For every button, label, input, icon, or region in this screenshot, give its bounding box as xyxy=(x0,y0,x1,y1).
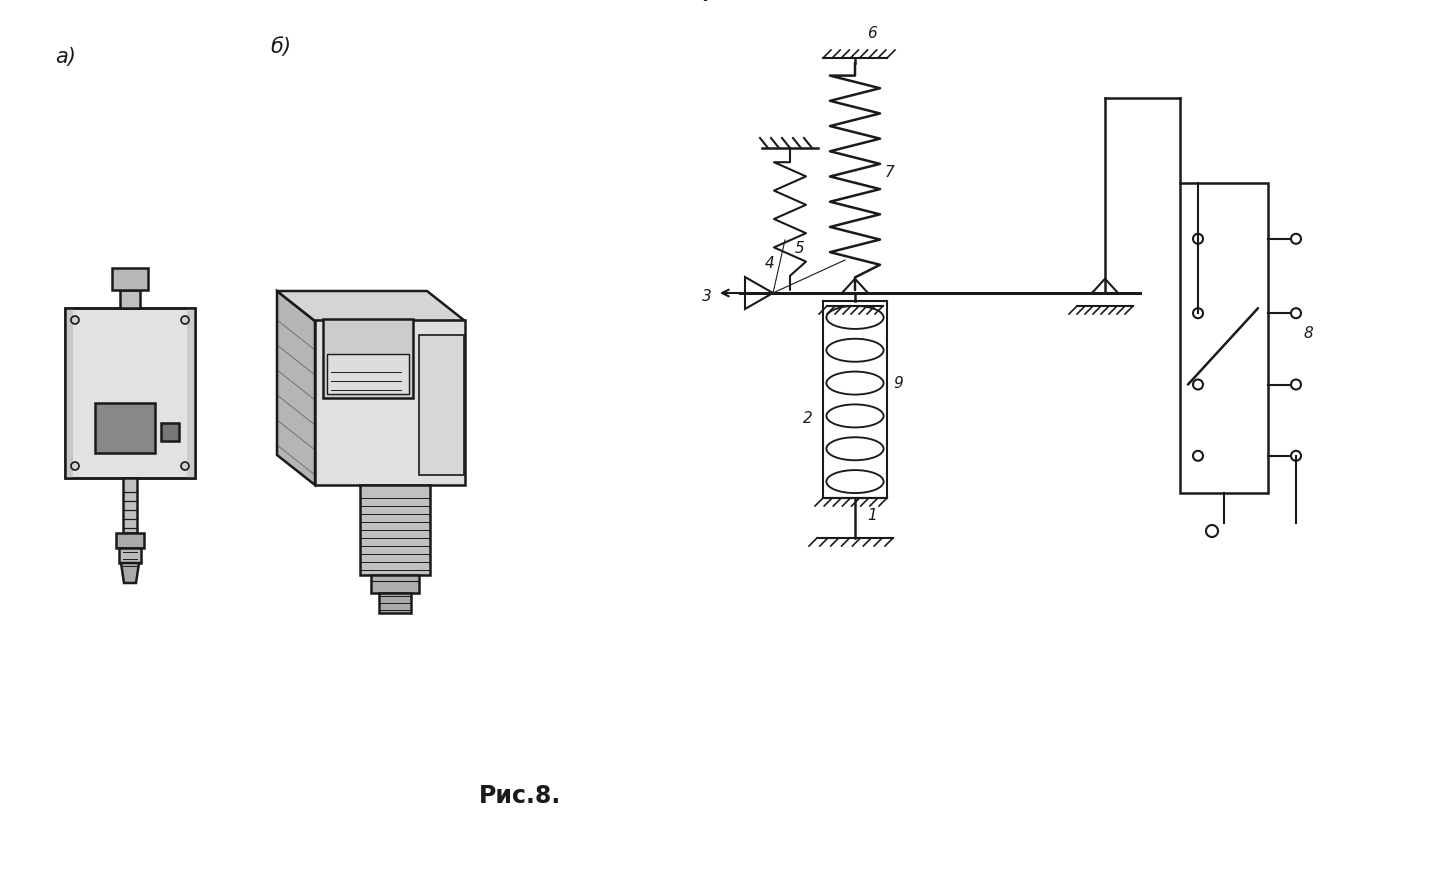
Bar xyxy=(323,319,413,398)
Bar xyxy=(111,268,148,290)
Bar xyxy=(316,320,465,485)
Bar xyxy=(187,308,195,478)
Text: в): в) xyxy=(691,0,714,2)
Bar xyxy=(361,485,430,575)
Text: Рис.8.: Рис.8. xyxy=(479,784,562,808)
Circle shape xyxy=(181,316,190,324)
Text: 2: 2 xyxy=(804,411,812,426)
Bar xyxy=(327,354,408,394)
Text: 6: 6 xyxy=(867,26,876,41)
Bar xyxy=(418,334,463,475)
Bar xyxy=(65,308,72,478)
Circle shape xyxy=(71,316,80,324)
Bar xyxy=(1180,183,1268,493)
Text: 8: 8 xyxy=(1303,326,1313,341)
Polygon shape xyxy=(277,291,316,485)
Circle shape xyxy=(181,462,190,470)
Text: а): а) xyxy=(55,47,75,67)
Bar xyxy=(120,290,140,308)
Bar xyxy=(65,308,195,478)
Bar xyxy=(379,593,411,613)
Bar xyxy=(161,423,180,441)
Text: 9: 9 xyxy=(893,376,902,391)
Polygon shape xyxy=(122,563,139,583)
Text: б): б) xyxy=(269,37,291,57)
Text: 3: 3 xyxy=(702,289,712,304)
Bar xyxy=(371,575,418,593)
Text: 1: 1 xyxy=(867,508,876,523)
Circle shape xyxy=(71,462,80,470)
Bar xyxy=(123,478,138,533)
Bar xyxy=(116,533,143,548)
Bar xyxy=(65,308,195,478)
Bar xyxy=(119,548,140,563)
Text: 7: 7 xyxy=(885,165,895,180)
Text: 4: 4 xyxy=(765,256,775,271)
Polygon shape xyxy=(277,291,465,321)
Text: 5: 5 xyxy=(795,241,805,256)
Bar xyxy=(96,403,155,453)
